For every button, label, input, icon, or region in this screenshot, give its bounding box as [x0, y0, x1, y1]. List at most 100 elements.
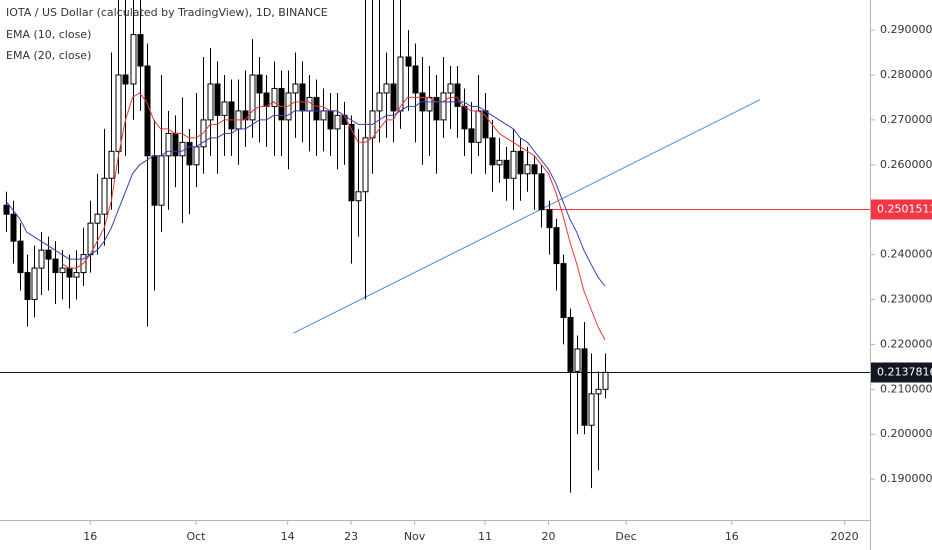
price-label-box: [871, 362, 932, 383]
candle-body: [376, 92, 383, 112]
candle-body: [193, 146, 200, 166]
candle-body: [334, 114, 341, 130]
candle-body: [3, 204, 10, 215]
chart-title: IOTA / US Dollar (calculated by TradingV…: [6, 6, 328, 19]
trendline: [293, 99, 761, 334]
candle-body: [228, 101, 235, 130]
candle-body: [510, 150, 517, 179]
candle-body: [546, 209, 553, 229]
candle-body: [66, 267, 73, 278]
y-tick-label: 0.28000000: [880, 68, 932, 81]
candle-body: [17, 240, 24, 274]
y-tick-label: 0.23000000: [880, 293, 932, 306]
candle-body: [165, 132, 172, 157]
x-tick-label: Dec: [615, 530, 636, 543]
candle-body: [440, 92, 447, 121]
candle-body: [538, 173, 545, 211]
candle-body: [263, 92, 270, 107]
x-tick-label: 11: [478, 530, 492, 543]
candle-body: [38, 249, 45, 269]
y-tick-label: 0.20000000: [880, 427, 932, 440]
y-tick-label: 0.29000000: [880, 23, 932, 36]
y-tick-label: 0.27000000: [880, 113, 932, 126]
candle-body: [503, 159, 510, 179]
candle-body: [517, 150, 524, 175]
candle-body: [355, 191, 362, 202]
candle-body: [31, 267, 38, 301]
x-tick-label: 2020: [831, 530, 859, 543]
candle-body: [172, 132, 179, 157]
candle-body: [531, 164, 538, 175]
candle-body: [524, 164, 531, 175]
candle-body: [362, 137, 369, 193]
candle-body: [122, 74, 129, 85]
candle-body: [221, 101, 228, 116]
candle-body: [299, 83, 306, 112]
candle-body: [158, 155, 165, 206]
candle-body: [144, 65, 151, 157]
candle-body: [313, 96, 320, 121]
candle-body: [137, 34, 144, 67]
y-tick-label: 0.22000000: [880, 337, 932, 350]
candle-body: [397, 56, 404, 112]
candle-body: [405, 56, 412, 67]
x-tick-label: 14: [281, 530, 295, 543]
candle-body: [115, 74, 122, 152]
candle-body: [320, 110, 327, 121]
candle-body: [130, 34, 137, 85]
candle-body: [256, 74, 263, 94]
candle-body: [179, 141, 186, 157]
candle-body: [73, 272, 80, 278]
x-tick-label: 20: [542, 530, 556, 543]
y-tick-label: 0.21000000: [880, 382, 932, 395]
candle-body: [94, 213, 101, 224]
candle-body: [306, 96, 313, 112]
candle-body: [496, 159, 503, 166]
candle-body: [383, 83, 390, 94]
candle-body: [292, 83, 299, 94]
candle-body: [588, 393, 595, 426]
candle-body: [101, 177, 108, 215]
candle-body: [108, 150, 115, 179]
candle-body: [581, 348, 588, 426]
candle-body: [59, 267, 66, 274]
price-label-box: [871, 199, 932, 220]
x-tick-label: 23: [344, 530, 358, 543]
candle-body: [475, 110, 482, 143]
candle-body: [468, 128, 475, 143]
candle-body: [553, 227, 560, 265]
x-tick-label: Nov: [404, 530, 426, 543]
candle-body: [489, 137, 496, 166]
candle-body: [10, 213, 17, 242]
ema-line: [61, 92, 606, 341]
ema-line: [5, 101, 606, 287]
candle-body: [574, 348, 581, 372]
candle-body: [447, 83, 454, 94]
legend-entry: EMA (10, close): [6, 28, 91, 41]
candle-body: [52, 258, 59, 274]
y-tick-label: 0.24000000: [880, 248, 932, 261]
candle-body: [327, 110, 334, 130]
x-tick-label: 16: [725, 530, 739, 543]
candle-body: [278, 87, 285, 121]
candle-body: [271, 87, 278, 107]
candle-body: [24, 272, 31, 301]
candle-body: [560, 263, 567, 318]
legend-entry: EMA (20, close): [6, 49, 91, 62]
candle-body: [214, 83, 221, 116]
candle-body: [461, 105, 468, 130]
candle-body: [151, 155, 158, 206]
candle-body: [45, 249, 52, 260]
candle-body: [249, 74, 256, 121]
candle-body: [433, 96, 440, 121]
candle-body: [348, 123, 355, 202]
candle-body: [186, 141, 193, 166]
x-tick-label: Oct: [186, 530, 206, 543]
candle-body: [567, 316, 574, 372]
candle-body: [390, 83, 397, 112]
y-tick-label: 0.19000000: [880, 472, 932, 485]
candle-body: [242, 110, 249, 121]
price-label: 0.21378166: [877, 366, 932, 379]
